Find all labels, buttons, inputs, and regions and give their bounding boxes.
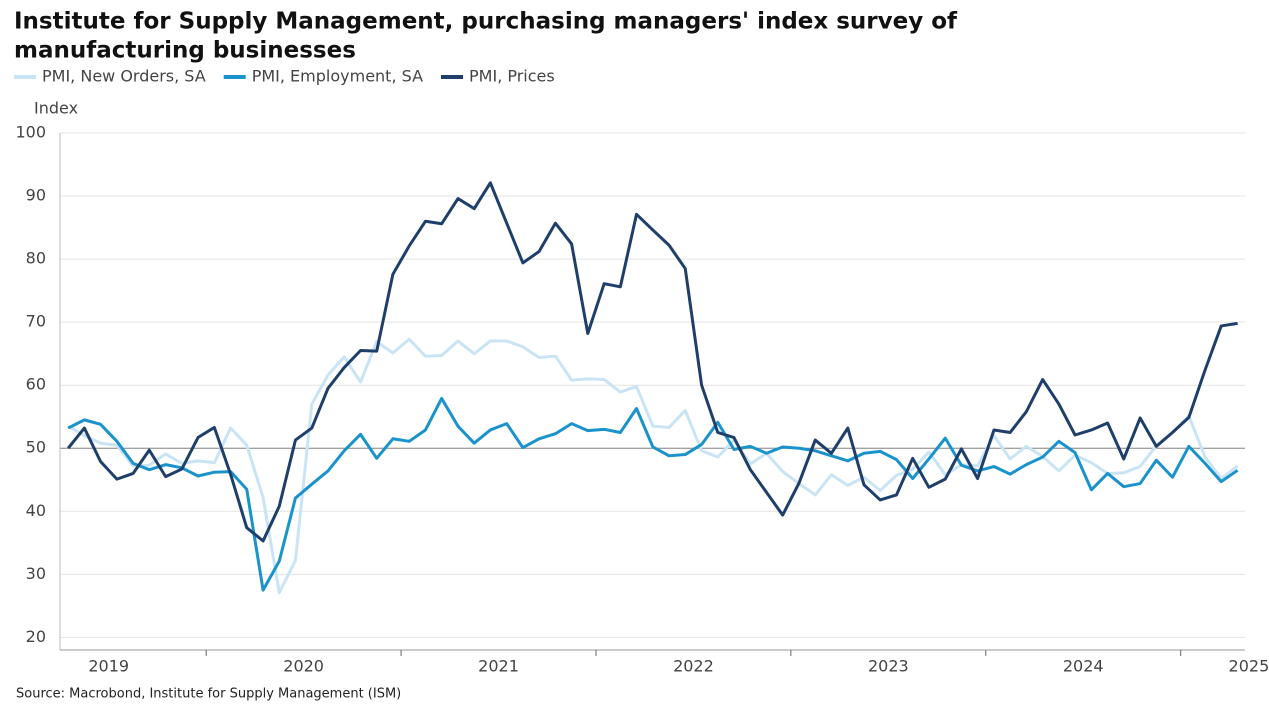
series-line xyxy=(67,396,1239,592)
x-tick-label: 2020 xyxy=(283,657,324,676)
y-tick-label: 90 xyxy=(26,186,46,205)
legend-label: PMI, Employment, SA xyxy=(252,67,423,86)
series-line xyxy=(67,181,1238,543)
legend-label: PMI, Prices xyxy=(469,67,555,86)
x-tick-label: 2024 xyxy=(1063,657,1104,676)
y-tick-label: 20 xyxy=(26,627,46,646)
x-tick-label: 2019 xyxy=(88,657,129,676)
chart-title: manufacturing businesses xyxy=(14,38,356,64)
y-axis-label: Index xyxy=(34,99,78,118)
x-tick-label: 2025 xyxy=(1229,657,1269,676)
chart-title: Institute for Supply Management, purchas… xyxy=(14,9,958,35)
series-line xyxy=(67,337,1239,595)
y-tick-label: 80 xyxy=(26,249,46,268)
y-tick-label: 100 xyxy=(15,123,46,142)
y-tick-label: 40 xyxy=(26,501,46,520)
legend-label: PMI, New Orders, SA xyxy=(42,67,206,86)
x-tick-label: 2021 xyxy=(478,657,519,676)
y-tick-label: 30 xyxy=(26,564,46,583)
y-tick-label: 50 xyxy=(26,438,46,457)
y-tick-label: 70 xyxy=(26,312,46,331)
x-tick-label: 2022 xyxy=(673,657,714,676)
x-tick-label: 2023 xyxy=(868,657,909,676)
source: Source: Macrobond, Institute for Supply … xyxy=(16,687,401,702)
y-tick-label: 60 xyxy=(26,375,46,394)
